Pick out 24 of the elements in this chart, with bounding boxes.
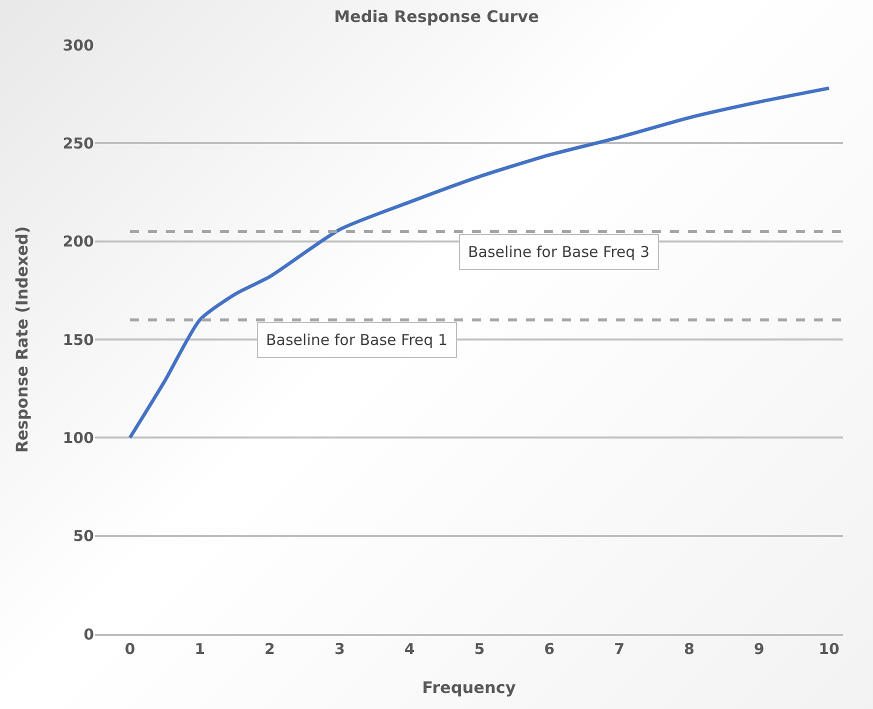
x-tick-label: 8 — [684, 640, 694, 658]
x-tick-label: 9 — [754, 640, 764, 658]
x-tick-label: 0 — [124, 640, 136, 658]
x-axis-title: Frequency — [422, 678, 516, 697]
x-tick-label: 10 — [818, 640, 840, 658]
y-tick-label: 150 — [62, 330, 94, 349]
x-tick-label: 2 — [264, 640, 275, 658]
y-tick-label: 50 — [73, 527, 94, 546]
y-tick-label: 0 — [84, 625, 94, 644]
x-tick-label: 1 — [194, 640, 206, 658]
y-tick-label: 250 — [62, 134, 94, 152]
x-tick-label: 4 — [404, 640, 415, 658]
y-tick-label: 100 — [62, 428, 94, 447]
x-tick-label: 3 — [334, 640, 345, 658]
x-tick-label: 5 — [474, 640, 485, 658]
x-tick-label: 7 — [614, 640, 625, 658]
y-tick-label: 200 — [62, 232, 94, 251]
chart-title: Media Response Curve — [334, 6, 540, 26]
y-tick-label: 300 — [62, 36, 94, 54]
ref-line-label: Baseline for Base Freq 1 — [266, 331, 448, 349]
ref-line-label: Baseline for Base Freq 3 — [468, 243, 650, 261]
x-tick-label: 6 — [544, 640, 555, 658]
y-axis-title: Response Rate (Indexed) — [12, 226, 32, 453]
line-series — [128, 86, 831, 440]
